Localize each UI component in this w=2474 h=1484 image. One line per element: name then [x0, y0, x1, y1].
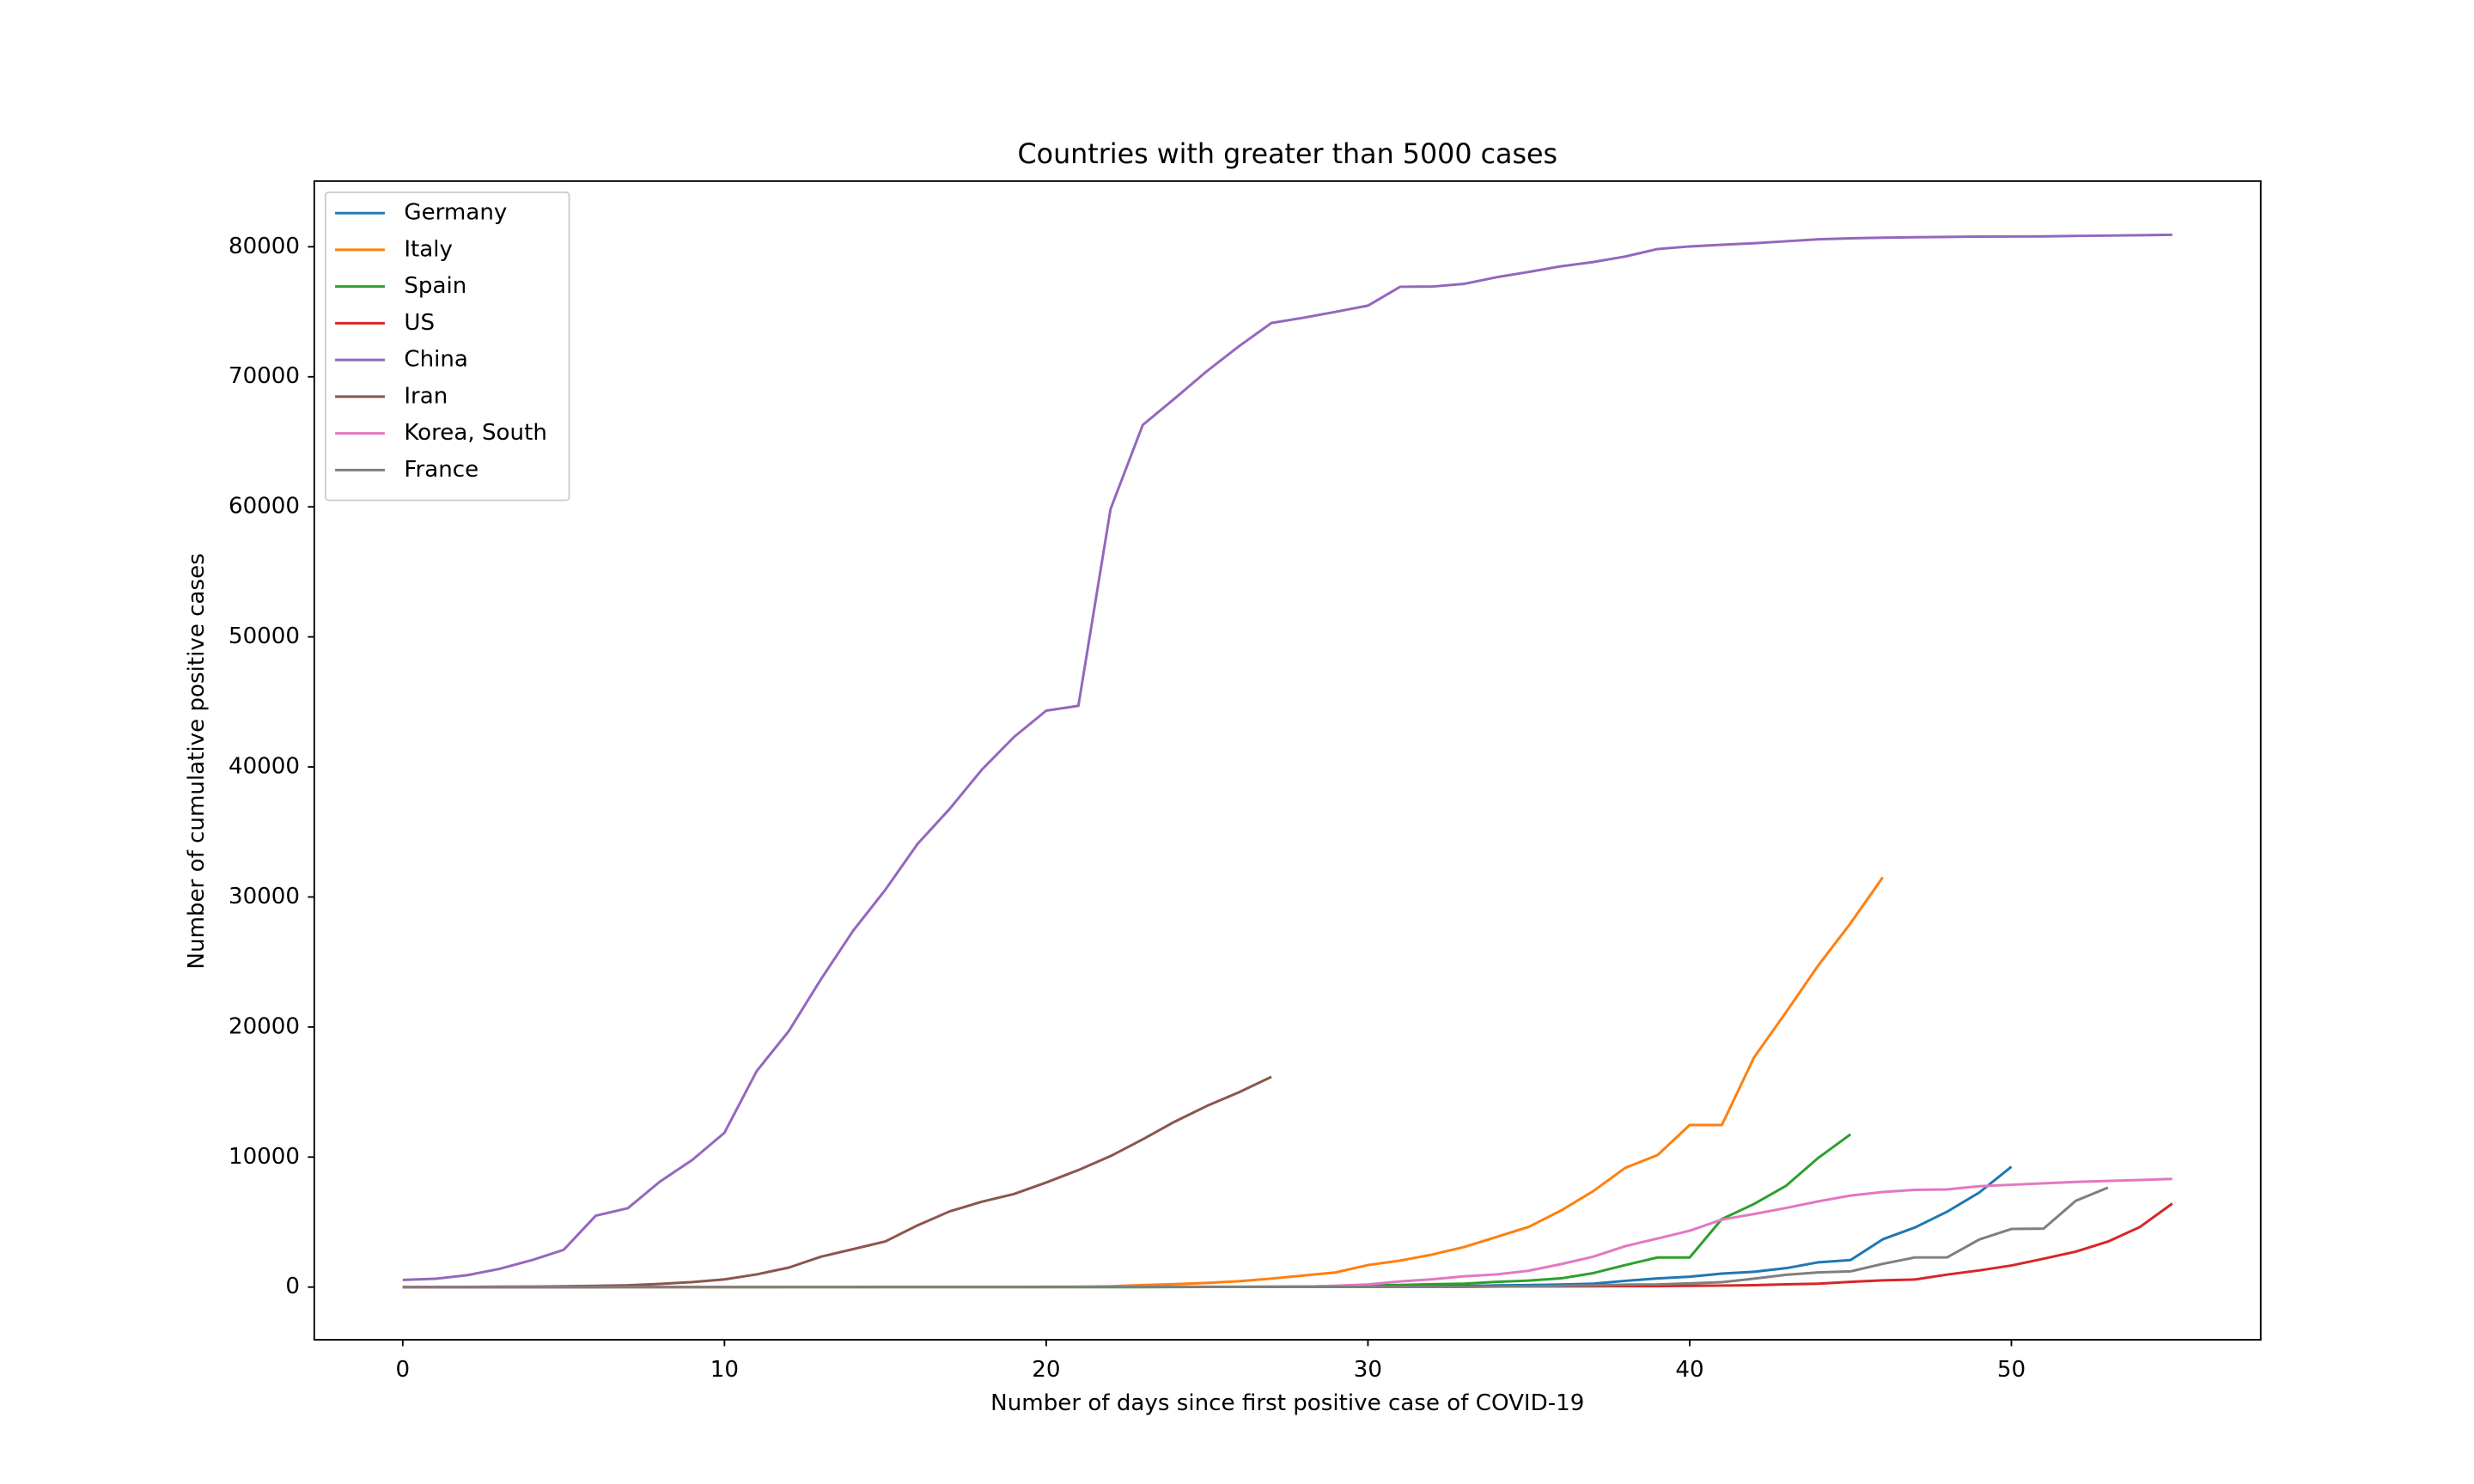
x-tick-label: 50: [1997, 1357, 2026, 1383]
legend-label: France: [404, 457, 478, 483]
y-tick-label: 20000: [229, 1013, 300, 1039]
x-tick-label: 20: [1032, 1357, 1060, 1383]
series-line: [402, 233, 2172, 1281]
legend-label: Germany: [404, 200, 507, 226]
legend-frame: [324, 191, 570, 502]
x-axis-label: Number of days since first positive case…: [990, 1390, 1584, 1416]
series-line: [402, 1186, 2109, 1289]
chart-title: Countries with greater than 5000 cases: [1018, 139, 1558, 170]
legend: Germany Italy Spain US China Iran Korea, South…: [324, 191, 570, 502]
legend-label: China: [404, 347, 468, 373]
plot-lines: [402, 233, 2173, 1289]
legend-label: Iran: [404, 383, 448, 409]
y-tick-label: 80000: [229, 234, 300, 259]
axes-frame: [313, 179, 2262, 1341]
x-tick-label: 0: [396, 1357, 411, 1383]
legend-label: Spain: [404, 273, 466, 299]
y-tick-label: 60000: [229, 494, 300, 520]
legend-label: Italy: [404, 236, 453, 262]
y-tick-label: 70000: [229, 363, 300, 389]
y-tick-label: 40000: [229, 754, 300, 780]
y-tick-label: 10000: [229, 1144, 300, 1170]
x-tick-label: 30: [1354, 1357, 1382, 1383]
y-tick-label: 0: [285, 1274, 300, 1299]
legend-label: US: [404, 310, 435, 336]
y-axis-label: Number of cumulative positive cases: [184, 553, 210, 969]
legend-label: Korea, South: [404, 420, 547, 446]
y-tick-label: 30000: [229, 884, 300, 909]
x-tick-label: 40: [1675, 1357, 1703, 1383]
y-tick-label: 50000: [229, 623, 300, 649]
x-tick-label: 10: [710, 1357, 739, 1383]
